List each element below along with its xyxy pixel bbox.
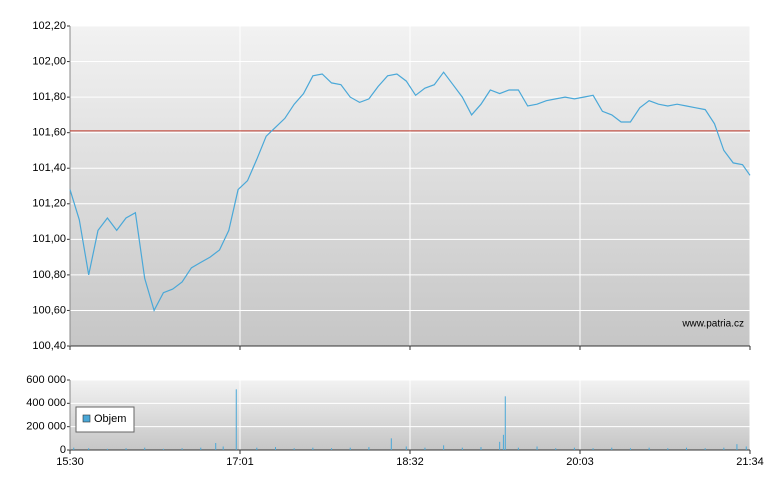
- y-tick-label: 102,00: [32, 55, 66, 67]
- volume-bar: [736, 444, 738, 450]
- volume-bar: [424, 447, 426, 450]
- volume-bar: [667, 448, 669, 450]
- x-tick-label: 18:32: [396, 456, 424, 468]
- y-tick-label: 600 000: [26, 374, 66, 386]
- volume-bar: [555, 448, 557, 450]
- volume-bar: [517, 447, 519, 450]
- volume-bar: [704, 448, 706, 450]
- volume-bar: [405, 446, 407, 450]
- volume-bar: [592, 448, 594, 450]
- legend-label: Objem: [94, 413, 126, 425]
- y-tick-label: 102,20: [32, 20, 66, 32]
- volume-bar: [461, 447, 463, 450]
- volume-bar: [723, 447, 725, 450]
- volume-bar: [349, 447, 351, 450]
- volume-bar: [144, 447, 146, 450]
- volume-bar: [648, 447, 650, 450]
- volume-bar: [88, 448, 90, 450]
- volume-bar: [125, 448, 127, 450]
- y-tick-label: 101,60: [32, 127, 66, 139]
- y-tick-label: 0: [60, 444, 66, 456]
- volume-bar: [200, 447, 202, 450]
- x-tick-label: 15:30: [56, 456, 84, 468]
- volume-bar: [312, 447, 314, 450]
- volume-bar: [502, 434, 504, 450]
- x-tick-label: 20:03: [566, 456, 594, 468]
- volume-bar: [181, 448, 183, 450]
- volume-bar: [293, 448, 295, 450]
- volume-bar: [443, 445, 445, 450]
- y-tick-label: 200 000: [26, 421, 66, 433]
- volume-bar: [274, 447, 276, 450]
- volume-bar: [480, 447, 482, 450]
- y-tick-label: 101,20: [32, 198, 66, 210]
- volume-bar: [256, 447, 258, 450]
- volume-bar: [611, 447, 613, 450]
- volume-bar: [222, 446, 224, 450]
- y-tick-label: 400 000: [26, 397, 66, 409]
- volume-bar: [573, 447, 575, 450]
- volume-bar: [504, 396, 506, 450]
- volume-bar: [536, 446, 538, 450]
- volume-bar: [106, 448, 108, 450]
- x-tick-label: 21:34: [736, 456, 764, 468]
- legend-swatch: [82, 414, 91, 423]
- volume-bar: [745, 446, 747, 450]
- volume-bar: [390, 438, 392, 450]
- volume-bar: [235, 389, 237, 450]
- volume-bar: [368, 447, 370, 450]
- y-tick-label: 100,40: [32, 340, 66, 352]
- price-line: [69, 71, 751, 312]
- y-tick-label: 101,40: [32, 162, 66, 174]
- volume-bar: [685, 447, 687, 450]
- x-tick-label: 17:01: [226, 456, 254, 468]
- volume-bar: [331, 448, 333, 450]
- y-tick-label: 100,60: [32, 304, 66, 316]
- watermark: www.patria.cz: [681, 319, 744, 330]
- y-tick-label: 101,80: [32, 91, 66, 103]
- y-tick-label: 100,80: [32, 269, 66, 281]
- volume-bar: [499, 441, 501, 450]
- y-tick-label: 101,00: [32, 233, 66, 245]
- volume-bar: [73, 447, 75, 450]
- volume-bar: [215, 443, 217, 450]
- volume-bar: [629, 448, 631, 450]
- legend: Objem: [75, 406, 135, 433]
- volume-bar: [162, 448, 164, 450]
